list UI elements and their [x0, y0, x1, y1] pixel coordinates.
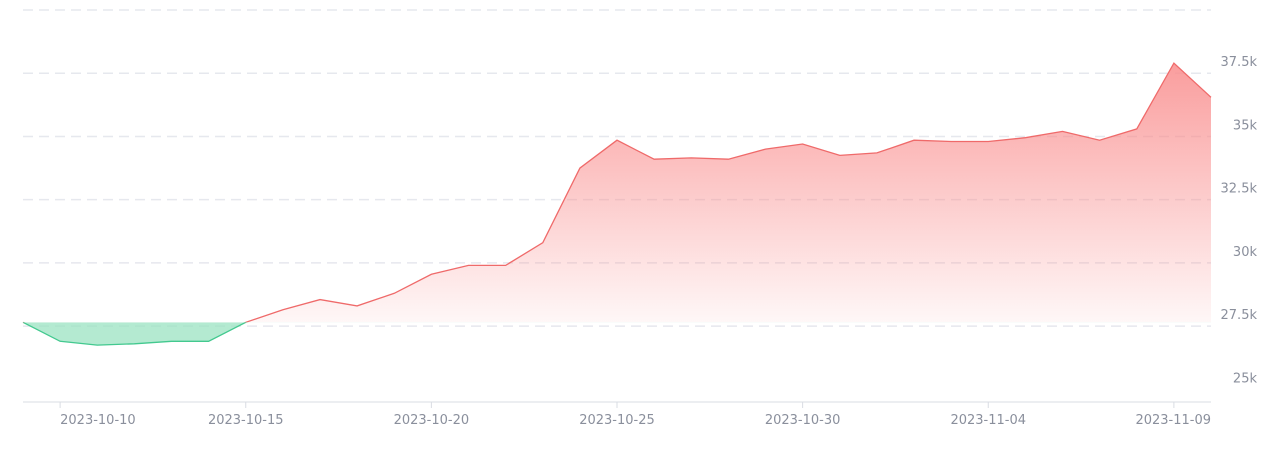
y-tick-label: 27.5k	[1221, 308, 1258, 323]
x-tick-label: 2023-10-30	[765, 413, 841, 428]
y-tick-label: 25k	[1233, 371, 1258, 386]
x-tick-label: 2023-10-15	[208, 413, 284, 428]
x-tick-label: 2023-10-10	[60, 413, 136, 428]
x-tick-label: 2023-11-04	[950, 413, 1026, 428]
series-lines	[22, 62, 1212, 346]
series-line-above-baseline	[22, 62, 1212, 323]
y-tick-label: 35k	[1233, 118, 1258, 133]
y-tick-label: 32.5k	[1221, 182, 1258, 197]
x-tick-label: 2023-11-09	[1135, 413, 1211, 428]
area-fills	[23, 63, 1211, 346]
series-line-below-baseline	[22, 322, 248, 346]
y-axis-ticks: 25k 27.5k 30k 32.5k 35k 37.5k	[1221, 55, 1258, 386]
y-tick-label: 37.5k	[1221, 55, 1258, 70]
x-tick-label: 2023-10-25	[579, 413, 655, 428]
area-fill-above-baseline	[23, 63, 1211, 323]
x-tick-label: 2023-10-20	[394, 413, 470, 428]
x-axis-ticks: 2023-10-10 2023-10-15 2023-10-20 2023-10-25…	[59, 402, 1211, 428]
area-fill-below-baseline	[23, 322, 246, 346]
y-tick-label: 30k	[1233, 245, 1258, 260]
